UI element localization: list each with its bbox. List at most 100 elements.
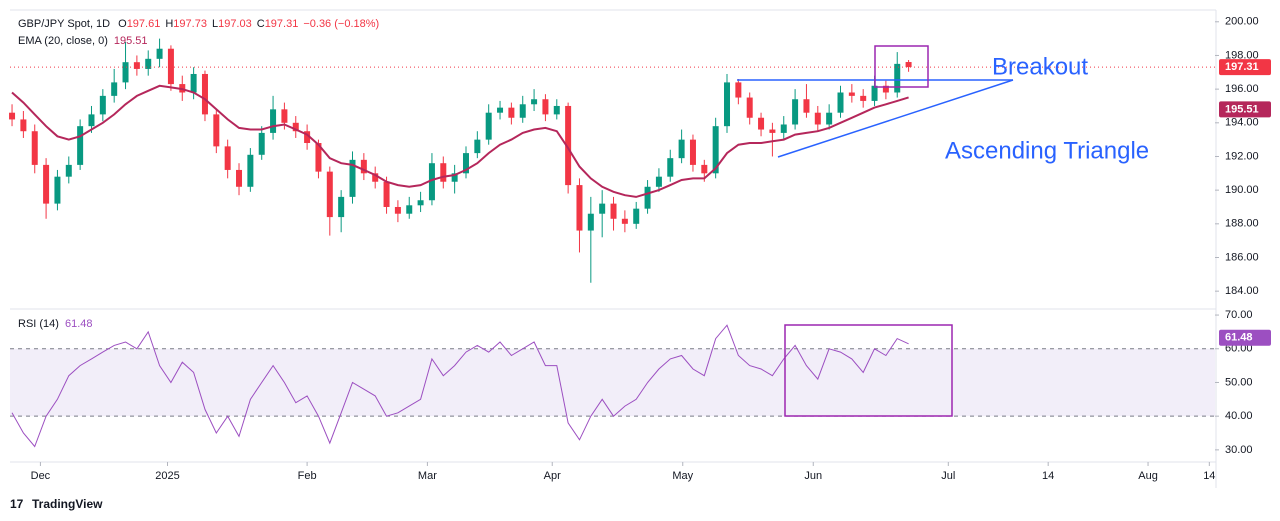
x-tick-label: Jul <box>941 470 955 482</box>
candle-body <box>860 95 867 101</box>
y-tick-label: 192.00 <box>1225 150 1259 162</box>
candle-body <box>462 153 469 174</box>
candle-body <box>190 73 197 93</box>
x-tick-label: Aug <box>1138 470 1158 482</box>
candle-body <box>792 99 799 125</box>
candle-body <box>678 139 685 159</box>
ohlc-value: 197.03 <box>218 18 252 30</box>
y-tick-label: 30.00 <box>1225 444 1253 456</box>
candle-body <box>122 62 129 83</box>
x-tick-label: Apr <box>544 470 561 482</box>
candle-body <box>905 62 912 68</box>
candle-body <box>281 109 288 123</box>
candle-body <box>156 48 163 59</box>
y-tick-label: 198.00 <box>1225 49 1259 61</box>
ema-legend: EMA (20, close, 0) 195.51 <box>18 35 148 47</box>
candle-body <box>621 218 628 224</box>
candle-body <box>644 186 651 209</box>
candle-body <box>735 82 742 98</box>
plot: 184.00 186.00 188.00 190.00 192.00 194.00 196.… <box>9 16 1271 482</box>
candle-body <box>542 99 549 115</box>
candle-body <box>667 158 674 177</box>
candle-body <box>88 114 95 127</box>
y-tick-label: 70.00 <box>1225 309 1253 321</box>
candle-body <box>99 95 106 115</box>
rsi-line <box>11 324 909 448</box>
y-tick-label: 188.00 <box>1225 218 1259 230</box>
ohlc-label: C <box>257 18 265 30</box>
candle-body <box>587 213 594 231</box>
candle-body <box>20 119 27 132</box>
price-tag-label: 61.48 <box>1225 332 1253 344</box>
candle-body <box>9 112 16 120</box>
candle-body <box>224 146 231 170</box>
change: −0.36 (−0.18%) <box>303 18 379 30</box>
candle-body <box>746 97 753 118</box>
triangle-bottom <box>777 79 1014 158</box>
candle-body <box>871 85 878 101</box>
y-tick-label: 190.00 <box>1225 184 1259 196</box>
candle-body <box>780 124 787 133</box>
legend-value: 61.48 <box>65 318 93 330</box>
candle-body <box>474 139 481 154</box>
ohlc-value: 197.31 <box>265 18 299 30</box>
candle-body <box>315 143 322 172</box>
price-tag <box>1219 59 1271 76</box>
price-tag <box>1219 329 1271 346</box>
candle-body <box>111 82 118 96</box>
candle-body <box>43 164 50 204</box>
candle-body <box>133 62 140 69</box>
candle-body <box>349 159 356 197</box>
candle-body <box>338 196 345 218</box>
candle-body <box>247 154 254 187</box>
x-tick-label: Dec <box>31 470 51 482</box>
y-tick-label: 196.00 <box>1225 83 1259 95</box>
candle-body <box>145 58 152 69</box>
y-tick-label: 194.00 <box>1225 117 1259 129</box>
candle-body <box>201 73 208 115</box>
header: GBP/JPY Spot, 1D O197.61 H197.73 L197.03 C19… <box>18 18 379 30</box>
y-tick-label: 50.00 <box>1225 376 1253 388</box>
ema-line <box>11 84 909 198</box>
candle-body <box>270 109 277 133</box>
candle-body <box>31 131 38 165</box>
x-tick-label: 2025 <box>155 470 179 482</box>
price-tag-label: 197.31 <box>1225 61 1259 73</box>
title: GBP/JPY Spot, 1D <box>18 18 110 30</box>
candle-body <box>599 203 606 214</box>
candle-body <box>54 176 61 204</box>
y-tick-label: 40.00 <box>1225 410 1253 422</box>
rsi-legend: RSI (14) 61.48 <box>18 318 93 330</box>
candle-body <box>633 208 640 224</box>
candle-body <box>848 92 855 96</box>
x-tick-label: Jun <box>804 470 822 482</box>
ohlc-label: O <box>118 18 127 30</box>
candle-body <box>724 82 731 127</box>
y-tick-label: 184.00 <box>1225 285 1259 297</box>
candle-body <box>65 164 72 177</box>
candle-body <box>406 205 413 214</box>
candle-body <box>712 126 719 174</box>
x-tick-label: 14 <box>1203 470 1215 482</box>
footer: TradingView <box>32 497 103 511</box>
candle-body <box>576 185 583 231</box>
x-tick-label: Mar <box>418 470 437 482</box>
candle-body <box>485 112 492 140</box>
legend-label: EMA (20, close, 0) <box>18 35 108 47</box>
candle-body <box>826 112 833 125</box>
x-tick-label: Feb <box>298 470 317 482</box>
candle-body <box>701 164 708 174</box>
candle-body <box>837 92 844 113</box>
candle-body <box>417 200 424 206</box>
rsi-band <box>10 348 1215 417</box>
candle-body <box>894 63 901 93</box>
candle-body <box>508 107 515 118</box>
candle-body <box>236 169 243 187</box>
candle-body <box>814 112 821 125</box>
price-tag <box>1219 101 1271 118</box>
legend-label: RSI (14) <box>18 318 59 330</box>
candle-body <box>304 131 311 144</box>
x-tick-label: May <box>672 470 693 482</box>
candle-body <box>803 99 810 113</box>
